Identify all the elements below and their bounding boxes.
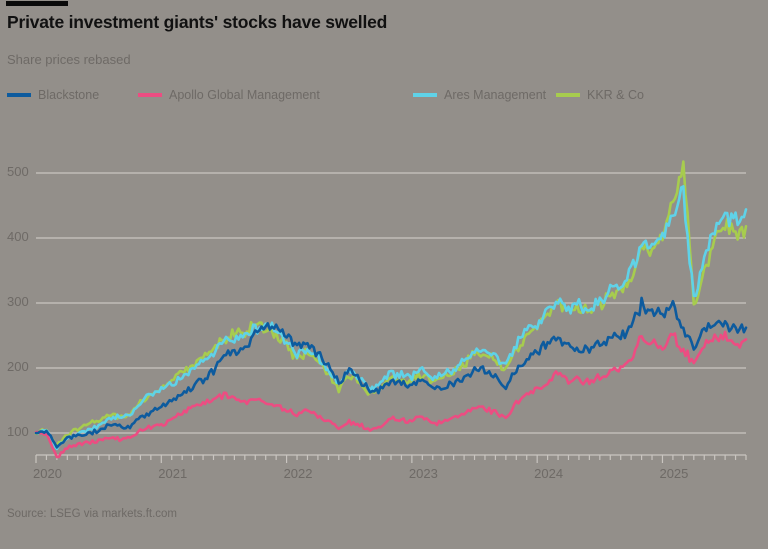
legend-item-kkr-co[interactable]: KKR & Co <box>556 88 644 102</box>
legend-item-ares-management[interactable]: Ares Management <box>413 88 546 102</box>
legend-item-blackstone[interactable]: Blackstone <box>7 88 99 102</box>
x-axis-tick-label: 2023 <box>408 466 438 481</box>
x-axis-tick-label: 2025 <box>659 466 689 481</box>
ft-brand-bar <box>6 1 68 6</box>
series-line-ares-management <box>34 185 748 451</box>
y-axis-tick-label: 300 <box>7 294 29 309</box>
series-line-blackstone <box>34 296 748 449</box>
x-axis-tick-label: 2022 <box>283 466 313 481</box>
y-axis-tick-label: 100 <box>7 424 29 439</box>
legend-swatch-icon <box>7 93 31 97</box>
legend-swatch-icon <box>413 93 437 97</box>
page-title: Private investment giants' stocks have s… <box>7 12 388 32</box>
x-axis-tick-label: 2021 <box>158 466 188 481</box>
y-axis-tick-label: 400 <box>7 229 29 244</box>
source-note: Source: LSEG via markets.ft.com <box>7 508 178 520</box>
legend-label: Apollo Global Management <box>169 88 320 102</box>
legend-swatch-icon <box>138 93 162 97</box>
y-axis-tick-label: 500 <box>7 164 29 179</box>
legend-swatch-icon <box>556 93 580 97</box>
legend-label: Ares Management <box>444 88 547 102</box>
x-axis-tick-label: 2024 <box>534 466 564 481</box>
y-axis-tick-label: 200 <box>7 359 29 374</box>
legend-label: Blackstone <box>38 88 100 102</box>
legend-item-apollo-global-management[interactable]: Apollo Global Management <box>138 88 320 102</box>
legend-label: KKR & Co <box>587 88 644 102</box>
chart-subtitle: Share prices rebased <box>7 52 131 67</box>
x-axis-tick-label: 2020 <box>33 466 62 481</box>
series-line-apollo-global-management <box>34 330 748 459</box>
